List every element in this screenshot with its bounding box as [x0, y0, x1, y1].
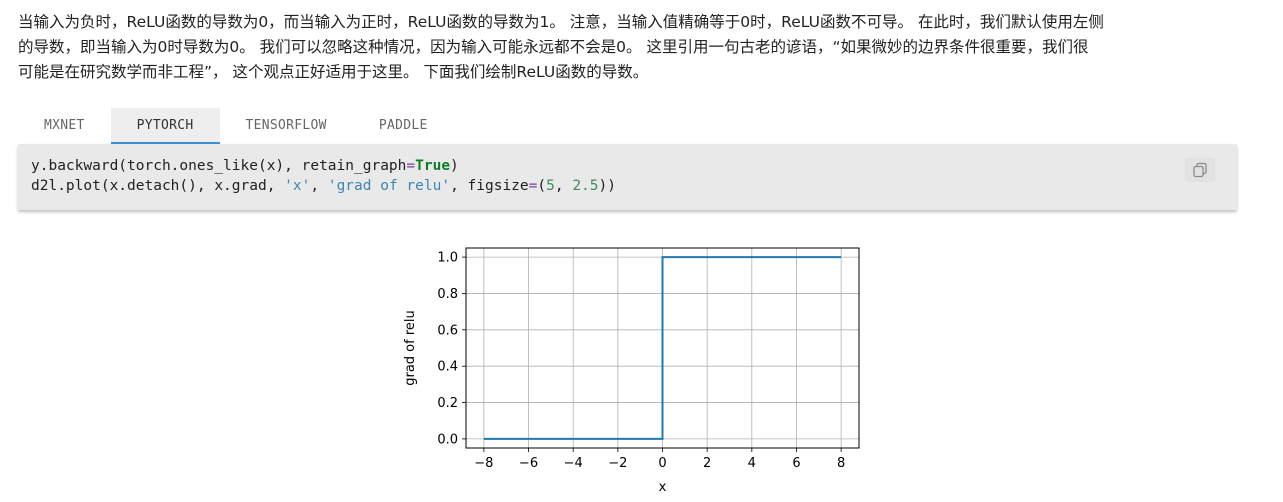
- relu-grad-figure: −8 −6 −4 −2 0 2 4 6 8 0.0 0.2 0.4 0.6 0.8 1.0 x grad …: [380, 240, 880, 502]
- description-paragraph: 当输入为负时，ReLU函数的导数为0，而当输入为正时，ReLU函数的导数为1。 …: [18, 10, 1253, 85]
- x-tick-label: −4: [564, 456, 583, 471]
- x-tick-label: 2: [703, 456, 711, 471]
- paragraph-line: 当输入为负时，ReLU函数的导数为0，而当输入为正时，ReLU函数的导数为1。 …: [18, 13, 1104, 31]
- code-line-2: d2l.plot(x.detach(), x.grad, 'x', 'grad …: [31, 178, 616, 194]
- tab-tensorflow[interactable]: TENSORFLOW: [245, 118, 327, 133]
- series-line: [483, 256, 842, 440]
- x-tick-label: −6: [519, 456, 538, 471]
- y-tick-label: 1.0: [437, 251, 458, 266]
- paragraph-line: 的导数，即当输入为0时导数为0。 我们可以忽略这种情况，因为输入可能永远都不会是…: [18, 38, 1089, 56]
- x-axis-label: x: [659, 480, 667, 495]
- x-tick-label: 4: [748, 456, 756, 471]
- copy-button[interactable]: [1185, 158, 1215, 182]
- x-tick-label: 0: [658, 456, 666, 471]
- x-tick-label: −8: [474, 456, 493, 471]
- y-tick-label: 0.4: [437, 360, 458, 375]
- framework-tabs: MXNET PYTORCH TENSORFLOW PADDLE: [18, 108, 454, 144]
- y-tick-label: 0.6: [437, 323, 458, 338]
- y-ticks: 0.0 0.2 0.4 0.6 0.8 1.0: [437, 251, 466, 447]
- tab-paddle[interactable]: PADDLE: [378, 118, 428, 133]
- y-axis-label: grad of relu: [403, 310, 418, 386]
- tab-pytorch[interactable]: PYTORCH: [110, 108, 220, 144]
- x-tick-label: 8: [837, 456, 845, 471]
- x-tick-label: 6: [792, 456, 800, 471]
- y-tick-label: 0.0: [437, 432, 458, 447]
- tab-mxnet[interactable]: MXNET: [44, 118, 85, 133]
- copy-icon: [1193, 162, 1207, 178]
- paragraph-line: 可能是在研究数学而非工程”， 这个观点正好适用于这里。 下面我们绘制ReLU函数…: [18, 63, 649, 81]
- relu-grad-chart: −8 −6 −4 −2 0 2 4 6 8 0.0 0.2 0.4 0.6 0.8 1.0 x grad …: [403, 247, 860, 495]
- x-tick-label: −2: [608, 456, 627, 471]
- x-ticks: −8 −6 −4 −2 0 2 4 6 8: [474, 448, 845, 471]
- code-text: y.backward(torch.ones_like(x), retain_gr…: [31, 156, 616, 196]
- code-line-1: y.backward(torch.ones_like(x), retain_gr…: [31, 158, 459, 174]
- series-layer: [483, 256, 842, 440]
- y-tick-label: 0.8: [437, 287, 458, 302]
- code-block: y.backward(torch.ones_like(x), retain_gr…: [18, 144, 1237, 210]
- y-tick-label: 0.2: [437, 396, 458, 411]
